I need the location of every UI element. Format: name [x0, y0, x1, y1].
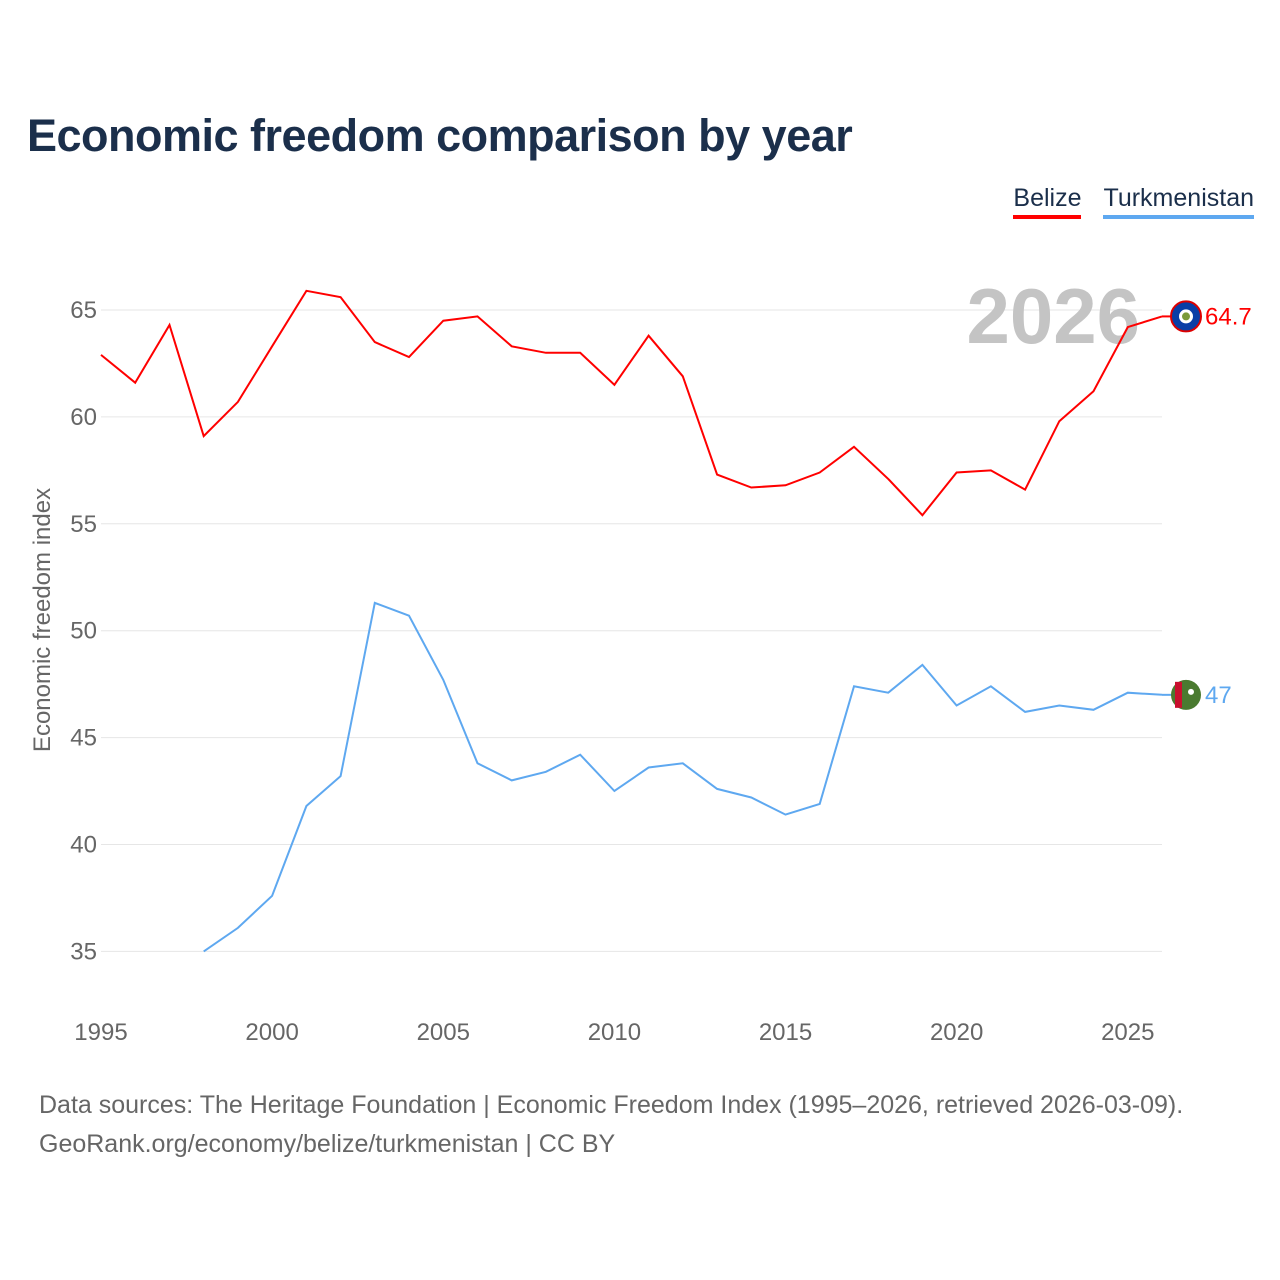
- turkmenistan-flag-stripe: [1175, 681, 1182, 708]
- y-tick-label: 35: [70, 938, 97, 965]
- turkmenistan-flag-crescent: [1188, 688, 1194, 695]
- x-tick-label: 2025: [1101, 1019, 1154, 1046]
- x-tick-label: 1995: [74, 1019, 127, 1046]
- series-line-belize: [100, 289, 1163, 517]
- legend: Belize Turkmenistan: [1013, 184, 1254, 219]
- source-line-1: Data sources: The Heritage Foundation | …: [39, 1091, 1184, 1119]
- x-tick-label: 2010: [588, 1019, 641, 1046]
- line-chart: 35 40 45 50 55 60 65 1995 2000 2005 2010 2015 2020 20…: [29, 272, 1252, 1046]
- y-tick-label: 55: [70, 511, 97, 538]
- end-value-label: 64.7: [1205, 303, 1252, 330]
- x-tick-label: 2005: [417, 1019, 470, 1046]
- belize-flag-emblem-inner: [1182, 312, 1190, 321]
- end-value-label: 47: [1205, 682, 1232, 709]
- series-line-turkmenistan: [203, 601, 1163, 953]
- x-tick-label: 2020: [930, 1019, 983, 1046]
- x-tick-label: 2000: [245, 1019, 298, 1046]
- y-tick-label: 60: [70, 404, 97, 431]
- source-line-2[interactable]: GeoRank.org/economy/belize/turkmenistan …: [39, 1130, 616, 1158]
- legend-turkmenistan[interactable]: Turkmenistan: [1103, 184, 1254, 219]
- y-tick-label: 40: [70, 832, 97, 859]
- y-tick-label: 65: [70, 297, 97, 324]
- y-tick-label: 45: [70, 725, 97, 752]
- y-axis-label: Economic freedom index: [29, 488, 56, 752]
- source-note: Data sources: The Heritage Foundation | …: [39, 1086, 1183, 1164]
- y-tick-label: 50: [70, 618, 97, 645]
- year-annotation: 2026: [966, 272, 1140, 360]
- legend-belize[interactable]: Belize: [1013, 184, 1082, 219]
- chart-title: Economic freedom comparison by year: [27, 110, 853, 161]
- x-tick-label: 2015: [759, 1019, 812, 1046]
